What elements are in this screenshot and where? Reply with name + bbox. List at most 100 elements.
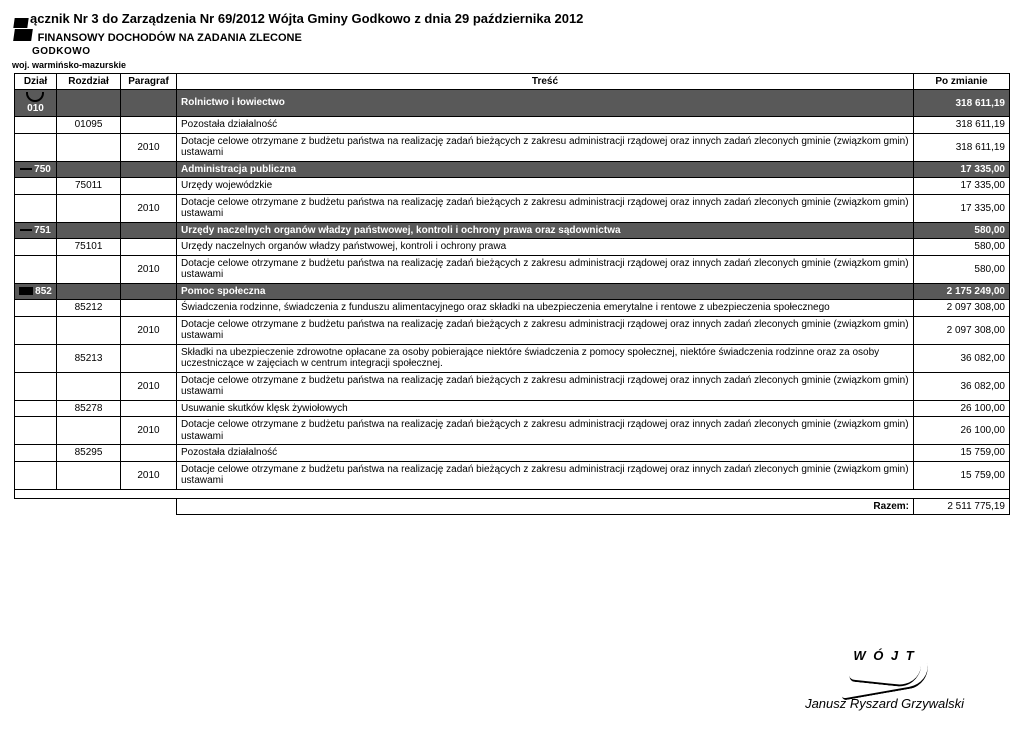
table-row: 2010Dotacje celowe otrzymane z budżetu p… xyxy=(15,194,1010,222)
cell-rozdzial: 85212 xyxy=(57,300,121,317)
table-row: 2010Dotacje celowe otrzymane z budżetu p… xyxy=(15,133,1010,161)
cell-tresc: Urzędy wojewódzkie xyxy=(177,178,914,195)
cell-amount: 26 100,00 xyxy=(914,400,1010,417)
signature-block: W Ó J T Janusz Ryszard Grzywalski xyxy=(805,648,964,711)
cell-rozdzial: 85213 xyxy=(57,344,121,372)
cell-paragraf: 2010 xyxy=(121,194,177,222)
arc-icon xyxy=(26,92,44,102)
cell-paragraf: 2010 xyxy=(121,372,177,400)
cell-tresc: Dotacje celowe otrzymane z budżetu państ… xyxy=(177,255,914,283)
cell-paragraf: 2010 xyxy=(121,461,177,489)
table-row: 85212 Świadczenia rodzinne, świadczenia z… xyxy=(15,300,1010,317)
cell-paragraf xyxy=(121,178,177,195)
cell-rozdzial xyxy=(57,194,121,222)
table-row: 2010Dotacje celowe otrzymane z budżetu p… xyxy=(15,417,1010,445)
cell-tresc: Dotacje celowe otrzymane z budżetu państ… xyxy=(177,133,914,161)
title-line-2: FINANSOWY DOCHODÓW NA ZADANIA ZLECONE xyxy=(38,32,302,44)
cell-paragraf xyxy=(121,117,177,134)
cell-rozdzial xyxy=(57,161,121,178)
table-row: 75101 Urzędy naczelnych organów władzy pa… xyxy=(15,239,1010,256)
cell-dzial xyxy=(15,178,57,195)
cell-tresc: Pozostała działalność xyxy=(177,117,914,134)
cell-paragraf xyxy=(121,283,177,300)
cell-amount: 2 097 308,00 xyxy=(914,300,1010,317)
cell-tresc: Rolnictwo i łowiectwo xyxy=(177,90,914,117)
cell-amount: 36 082,00 xyxy=(914,372,1010,400)
cell-dzial xyxy=(15,117,57,134)
signature-name: Janusz Ryszard Grzywalski xyxy=(805,696,964,711)
table-row: 85278Usuwanie skutków klęsk żywiołowych2… xyxy=(15,400,1010,417)
col-paragraf: Paragraf xyxy=(121,74,177,90)
dash-icon xyxy=(20,229,32,231)
total-label: Razem: xyxy=(177,498,914,514)
cell-amount: 36 082,00 xyxy=(914,344,1010,372)
cell-tresc: Dotacje celowe otrzymane z budżetu państ… xyxy=(177,316,914,344)
cell-dzial xyxy=(15,417,57,445)
cell-tresc: Dotacje celowe otrzymane z budżetu państ… xyxy=(177,372,914,400)
cell-rozdzial xyxy=(57,133,121,161)
cell-paragraf: 2010 xyxy=(121,316,177,344)
total-row: Razem: 2 511 775,19 xyxy=(15,498,1010,514)
table-header-row: Dział Rozdział Paragraf Treść Po zmianie xyxy=(15,74,1010,90)
signature-scribble-icon xyxy=(840,663,930,693)
cell-rozdzial xyxy=(57,255,121,283)
cell-amount: 17 335,00 xyxy=(914,194,1010,222)
col-rozdzial: Rozdział xyxy=(57,74,121,90)
cell-paragraf xyxy=(121,239,177,256)
table-row: 01095 Pozostała działalność318 611,19 xyxy=(15,117,1010,134)
cell-amount: 15 759,00 xyxy=(914,445,1010,462)
cell-paragraf xyxy=(121,222,177,239)
cell-amount: 580,00 xyxy=(914,222,1010,239)
document-title-block: ącznik Nr 3 do Zarządzenia Nr 69/2012 Wó… xyxy=(14,10,1010,71)
cell-paragraf: 2010 xyxy=(121,133,177,161)
cell-tresc: Urzędy naczelnych organów władzy państwo… xyxy=(177,222,914,239)
stamp-line-1: GODKOWO xyxy=(32,45,1010,59)
signature-title: W Ó J T xyxy=(805,648,964,663)
cell-dzial: 852 xyxy=(15,283,57,300)
cell-amount: 2 175 249,00 xyxy=(914,283,1010,300)
col-tresc: Treść xyxy=(177,74,914,90)
stamp-box-icon xyxy=(13,29,33,41)
cell-dzial xyxy=(15,445,57,462)
cell-rozdzial: 75101 xyxy=(57,239,121,256)
col-dzial: Dział xyxy=(15,74,57,90)
table-row: 2010Dotacje celowe otrzymane z budżetu p… xyxy=(15,255,1010,283)
table-row: 852 Pomoc społeczna2 175 249,00 xyxy=(15,283,1010,300)
cell-rozdzial: 85278 xyxy=(57,400,121,417)
cell-tresc: Dotacje celowe otrzymane z budżetu państ… xyxy=(177,461,914,489)
cell-amount: 580,00 xyxy=(914,239,1010,256)
cell-tresc: Pomoc społeczna xyxy=(177,283,914,300)
stamp-line-2: woj. warmińsko-mazurskie xyxy=(12,59,1010,71)
total-amount: 2 511 775,19 xyxy=(914,498,1010,514)
cell-amount: 17 335,00 xyxy=(914,161,1010,178)
cell-rozdzial: 01095 xyxy=(57,117,121,134)
table-row: 2010Dotacje celowe otrzymane z budżetu p… xyxy=(15,461,1010,489)
cell-paragraf: 2010 xyxy=(121,417,177,445)
cell-rozdzial xyxy=(57,372,121,400)
block-icon xyxy=(19,287,33,295)
table-body: 010Rolnictwo i łowiectwo318 611,1901095P… xyxy=(15,90,1010,490)
page: ącznik Nr 3 do Zarządzenia Nr 69/2012 Wó… xyxy=(0,0,1024,751)
cell-paragraf: 2010 xyxy=(121,255,177,283)
cell-rozdzial xyxy=(57,417,121,445)
cell-dzial xyxy=(15,461,57,489)
cell-amount: 15 759,00 xyxy=(914,461,1010,489)
cell-tresc: Urzędy naczelnych organów władzy państwo… xyxy=(177,239,914,256)
table-row: 85295Pozostała działalność15 759,00 xyxy=(15,445,1010,462)
table-row: 75011Urzędy wojewódzkie17 335,00 xyxy=(15,178,1010,195)
cell-rozdzial xyxy=(57,461,121,489)
cell-paragraf xyxy=(121,400,177,417)
cell-rozdzial xyxy=(57,316,121,344)
cell-dzial xyxy=(15,300,57,317)
col-po-zmianie: Po zmianie xyxy=(914,74,1010,90)
cell-dzial xyxy=(15,372,57,400)
cell-tresc: Dotacje celowe otrzymane z budżetu państ… xyxy=(177,417,914,445)
cell-tresc: Dotacje celowe otrzymane z budżetu państ… xyxy=(177,194,914,222)
cell-tresc: Świadczenia rodzinne, świadczenia z fund… xyxy=(177,300,914,317)
table-row: 2010Dotacje celowe otrzymane z budżetu p… xyxy=(15,372,1010,400)
table-row: 751Urzędy naczelnych organów władzy pańs… xyxy=(15,222,1010,239)
cell-amount: 318 611,19 xyxy=(914,117,1010,134)
table-row: 750Administracja publiczna17 335,00 xyxy=(15,161,1010,178)
cell-dzial xyxy=(15,239,57,256)
table-row: 2010Dotacje celowe otrzymane z budżetu p… xyxy=(15,316,1010,344)
